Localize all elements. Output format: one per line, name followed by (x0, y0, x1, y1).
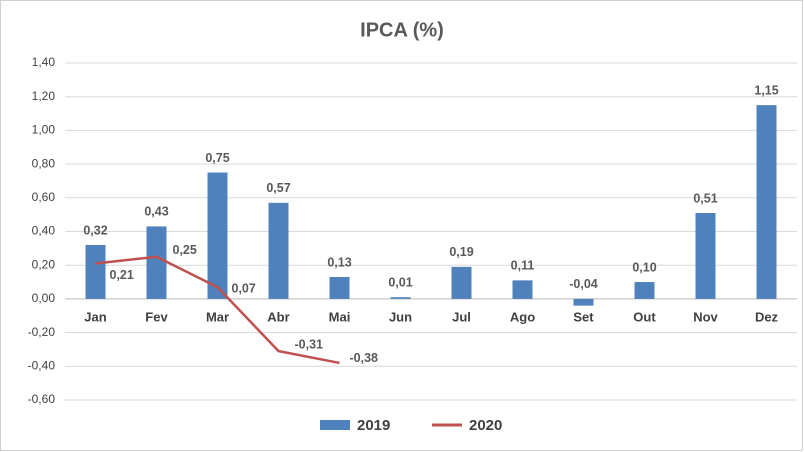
bar (512, 280, 533, 299)
y-tick-label: 0,20 (32, 257, 56, 271)
y-tick-label: -0,20 (28, 325, 56, 339)
data-label: 0,51 (693, 191, 717, 205)
x-tick-label: Fev (145, 309, 168, 324)
bar (573, 298, 594, 306)
data-label: 0,57 (266, 181, 290, 195)
legend-label: 2020 (469, 417, 502, 434)
x-tick-label: Nov (693, 309, 718, 324)
data-label: 0,21 (110, 268, 134, 282)
data-label: 0,75 (205, 151, 229, 165)
bar (329, 276, 350, 299)
bar (695, 212, 716, 299)
data-label: 0,01 (388, 276, 412, 290)
x-tick-label: Jul (452, 309, 471, 324)
x-tick-label: Abr (267, 309, 289, 324)
bar (85, 244, 106, 299)
y-tick-label: 1,00 (32, 123, 56, 137)
data-label: 0,11 (511, 259, 535, 273)
bar (451, 266, 472, 299)
data-label: -0,38 (350, 351, 379, 365)
line (95, 255, 340, 365)
bar (207, 172, 228, 299)
y-tick-label: 0,40 (32, 224, 56, 238)
bar (756, 105, 777, 299)
bar (634, 282, 655, 299)
legend-label: 2019 (357, 417, 390, 434)
x-tick-label: Mai (329, 309, 351, 324)
x-tick-label: Mar (206, 309, 229, 324)
data-label: 0,25 (173, 243, 197, 257)
y-tick-label: 0,80 (32, 156, 56, 170)
y-tick-label: -0,60 (28, 392, 56, 406)
x-tick-label: Jun (389, 309, 412, 324)
data-label: 0,19 (449, 245, 473, 259)
legend-swatch (320, 420, 350, 430)
x-tick-label: Dez (755, 309, 779, 324)
y-tick-label: 1,20 (32, 89, 56, 103)
bar (390, 297, 411, 299)
x-tick-label: Jan (84, 309, 106, 324)
data-label: 0,13 (327, 255, 351, 269)
y-tick-label: 1,40 (32, 55, 56, 69)
data-label: 0,07 (232, 281, 256, 295)
y-tick-label: -0,40 (28, 358, 56, 372)
chart-title: IPCA (%) (360, 19, 444, 41)
data-label: 0,32 (83, 223, 107, 237)
y-tick-label: 0,60 (32, 190, 56, 204)
x-tick-label: Set (573, 309, 594, 324)
data-label: 0,10 (632, 260, 656, 274)
data-label: -0,04 (569, 277, 598, 291)
data-label: -0,31 (295, 337, 324, 351)
y-tick-label: 0,00 (32, 291, 56, 305)
bar (146, 226, 167, 299)
x-tick-label: Out (633, 309, 656, 324)
data-label: 1,15 (754, 83, 778, 97)
bar (268, 202, 289, 299)
x-tick-label: Ago (510, 309, 535, 324)
data-label: 0,43 (144, 205, 168, 219)
